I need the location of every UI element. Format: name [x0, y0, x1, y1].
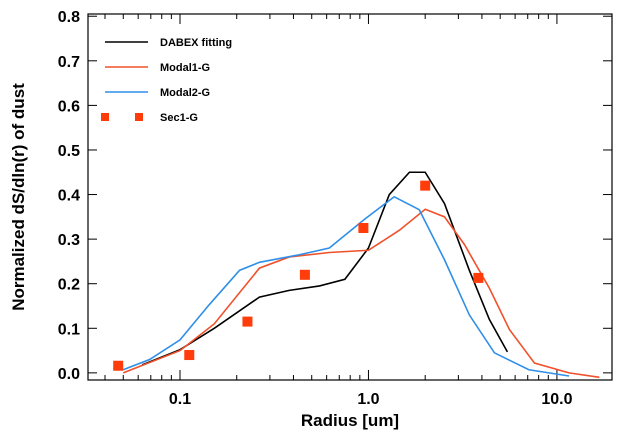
- y-tick-label: 0.4: [58, 188, 80, 205]
- y-tick-label: 0.8: [58, 9, 80, 26]
- legend-label: Modal2-G: [160, 87, 210, 99]
- series-line: [122, 208, 600, 379]
- y-tick-label: 0.0: [58, 366, 80, 383]
- series-line: [141, 171, 509, 366]
- y-tick-label: 0.7: [58, 54, 80, 71]
- legend-label: Modal1-G: [160, 62, 210, 74]
- data-point: [420, 180, 431, 191]
- y-tick-label: 0.5: [58, 143, 80, 160]
- x-tick-label: 0.1: [169, 391, 191, 408]
- legend-swatch: [135, 113, 143, 121]
- legend-swatch: [101, 113, 109, 121]
- data-point: [299, 269, 310, 280]
- x-tick-label: 10.0: [541, 391, 572, 408]
- legend-label: DABEX fitting: [160, 37, 232, 49]
- y-tick-label: 0.1: [58, 321, 80, 338]
- y-axis-label: Normalized dS/dln(r) of dust: [9, 83, 28, 311]
- legend-label: Sec1-G: [160, 112, 198, 124]
- data-point: [113, 360, 124, 371]
- data-point: [242, 316, 253, 327]
- series-line: [122, 195, 570, 377]
- data-point: [184, 350, 195, 361]
- data-point: [473, 272, 484, 283]
- data-point: [358, 222, 369, 233]
- x-tick-label: 1.0: [357, 391, 379, 408]
- x-axis-label: Radius [um]: [301, 411, 399, 430]
- y-tick-label: 0.3: [58, 232, 80, 249]
- y-tick-label: 0.6: [58, 98, 80, 115]
- y-tick-label: 0.2: [58, 277, 80, 294]
